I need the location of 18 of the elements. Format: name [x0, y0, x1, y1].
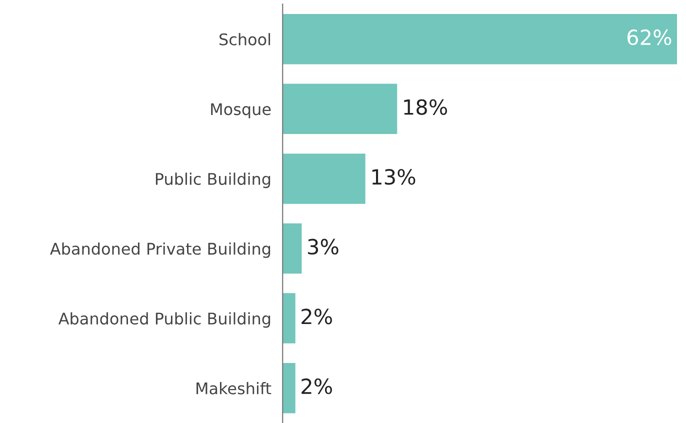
y-tick-label: Abandoned Public Building — [58, 312, 270, 328]
bar — [282, 14, 678, 64]
data-label: 18% — [404, 99, 448, 115]
bar — [282, 154, 366, 204]
bar — [282, 84, 398, 134]
data-label: 2% — [302, 378, 332, 394]
bar — [282, 223, 302, 274]
data-label: 13% — [372, 169, 416, 185]
bar — [282, 293, 296, 344]
data-label: 3% — [308, 238, 338, 255]
y-tick-label: Makeshift — [196, 382, 272, 394]
y-tick-label: Public Building — [156, 172, 270, 188]
y-tick-label: Abandoned Private Building — [50, 242, 270, 258]
data-label: 2% — [302, 308, 332, 324]
y-tick-label: Mosque — [211, 103, 271, 118]
data-label: 62% — [628, 29, 672, 46]
y-tick-label: School — [220, 33, 270, 46]
bar — [282, 362, 296, 414]
